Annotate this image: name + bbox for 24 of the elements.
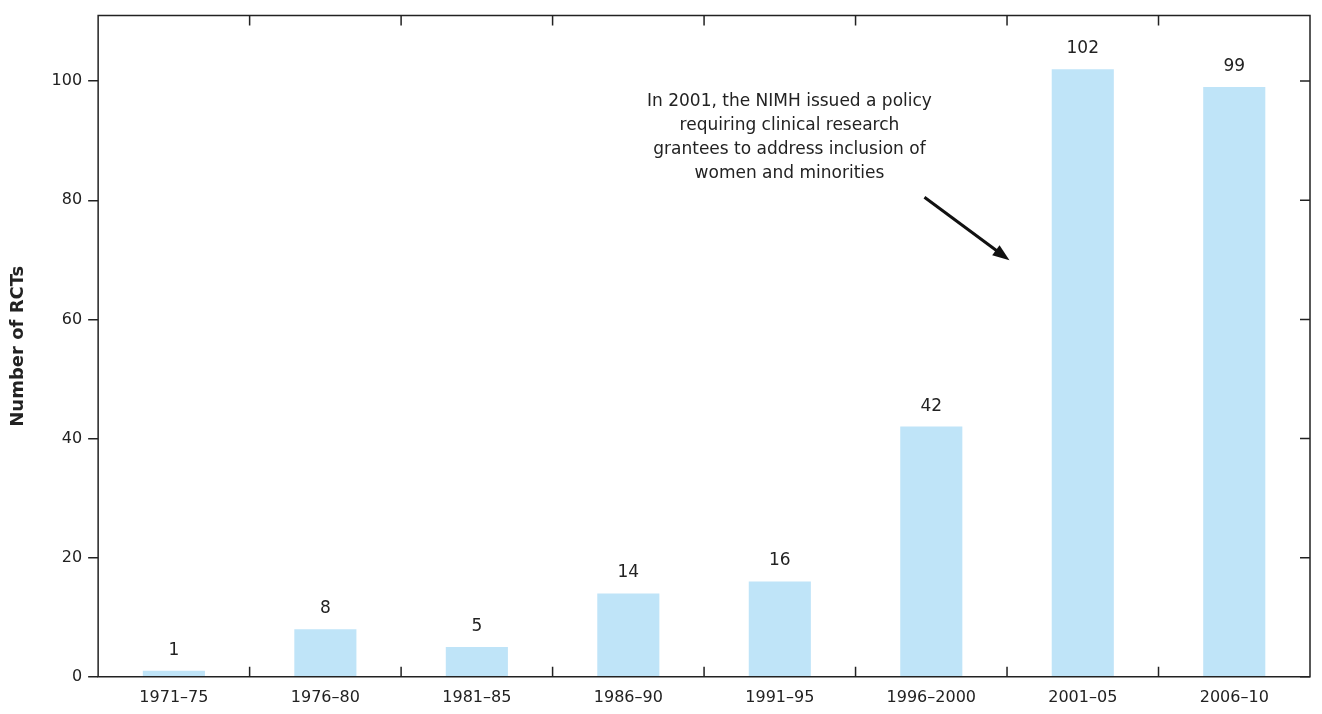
data-label: 16: [768, 549, 791, 570]
x-tick-label: 2006–10: [1199, 686, 1269, 706]
data-label: 14: [617, 561, 640, 582]
x-tick-label: 1976–80: [290, 686, 360, 706]
y-axis-title: Number of RCTs: [6, 265, 28, 427]
data-label: 5: [471, 614, 483, 635]
data-label: 42: [920, 394, 943, 415]
x-tick-label: 1981–85: [442, 686, 512, 706]
data-label: 102: [1066, 37, 1099, 58]
y-tick-label: 100: [51, 70, 83, 90]
y-tick-label: 80: [61, 189, 83, 209]
y-tick-label: 60: [61, 308, 83, 328]
x-tick-label: 1986–90: [593, 686, 663, 706]
x-tick-label: 1996–2000: [886, 686, 977, 706]
data-label: 1: [168, 638, 180, 659]
x-tick-label: 1991–95: [745, 686, 815, 706]
y-tick-label: 20: [61, 546, 83, 566]
y-tick-label: 40: [61, 427, 83, 447]
x-tick-label: 2001–05: [1048, 686, 1118, 706]
x-tick-label: 1971–75: [139, 686, 209, 706]
y-tick-label: 0: [71, 665, 83, 685]
annotation: In 2001, the NIMH issued a policy requiring clinical research grantees to address inclusion of women and minorities: [647, 90, 932, 183]
data-label: 99: [1223, 55, 1246, 75]
data-label: 8: [319, 597, 331, 618]
